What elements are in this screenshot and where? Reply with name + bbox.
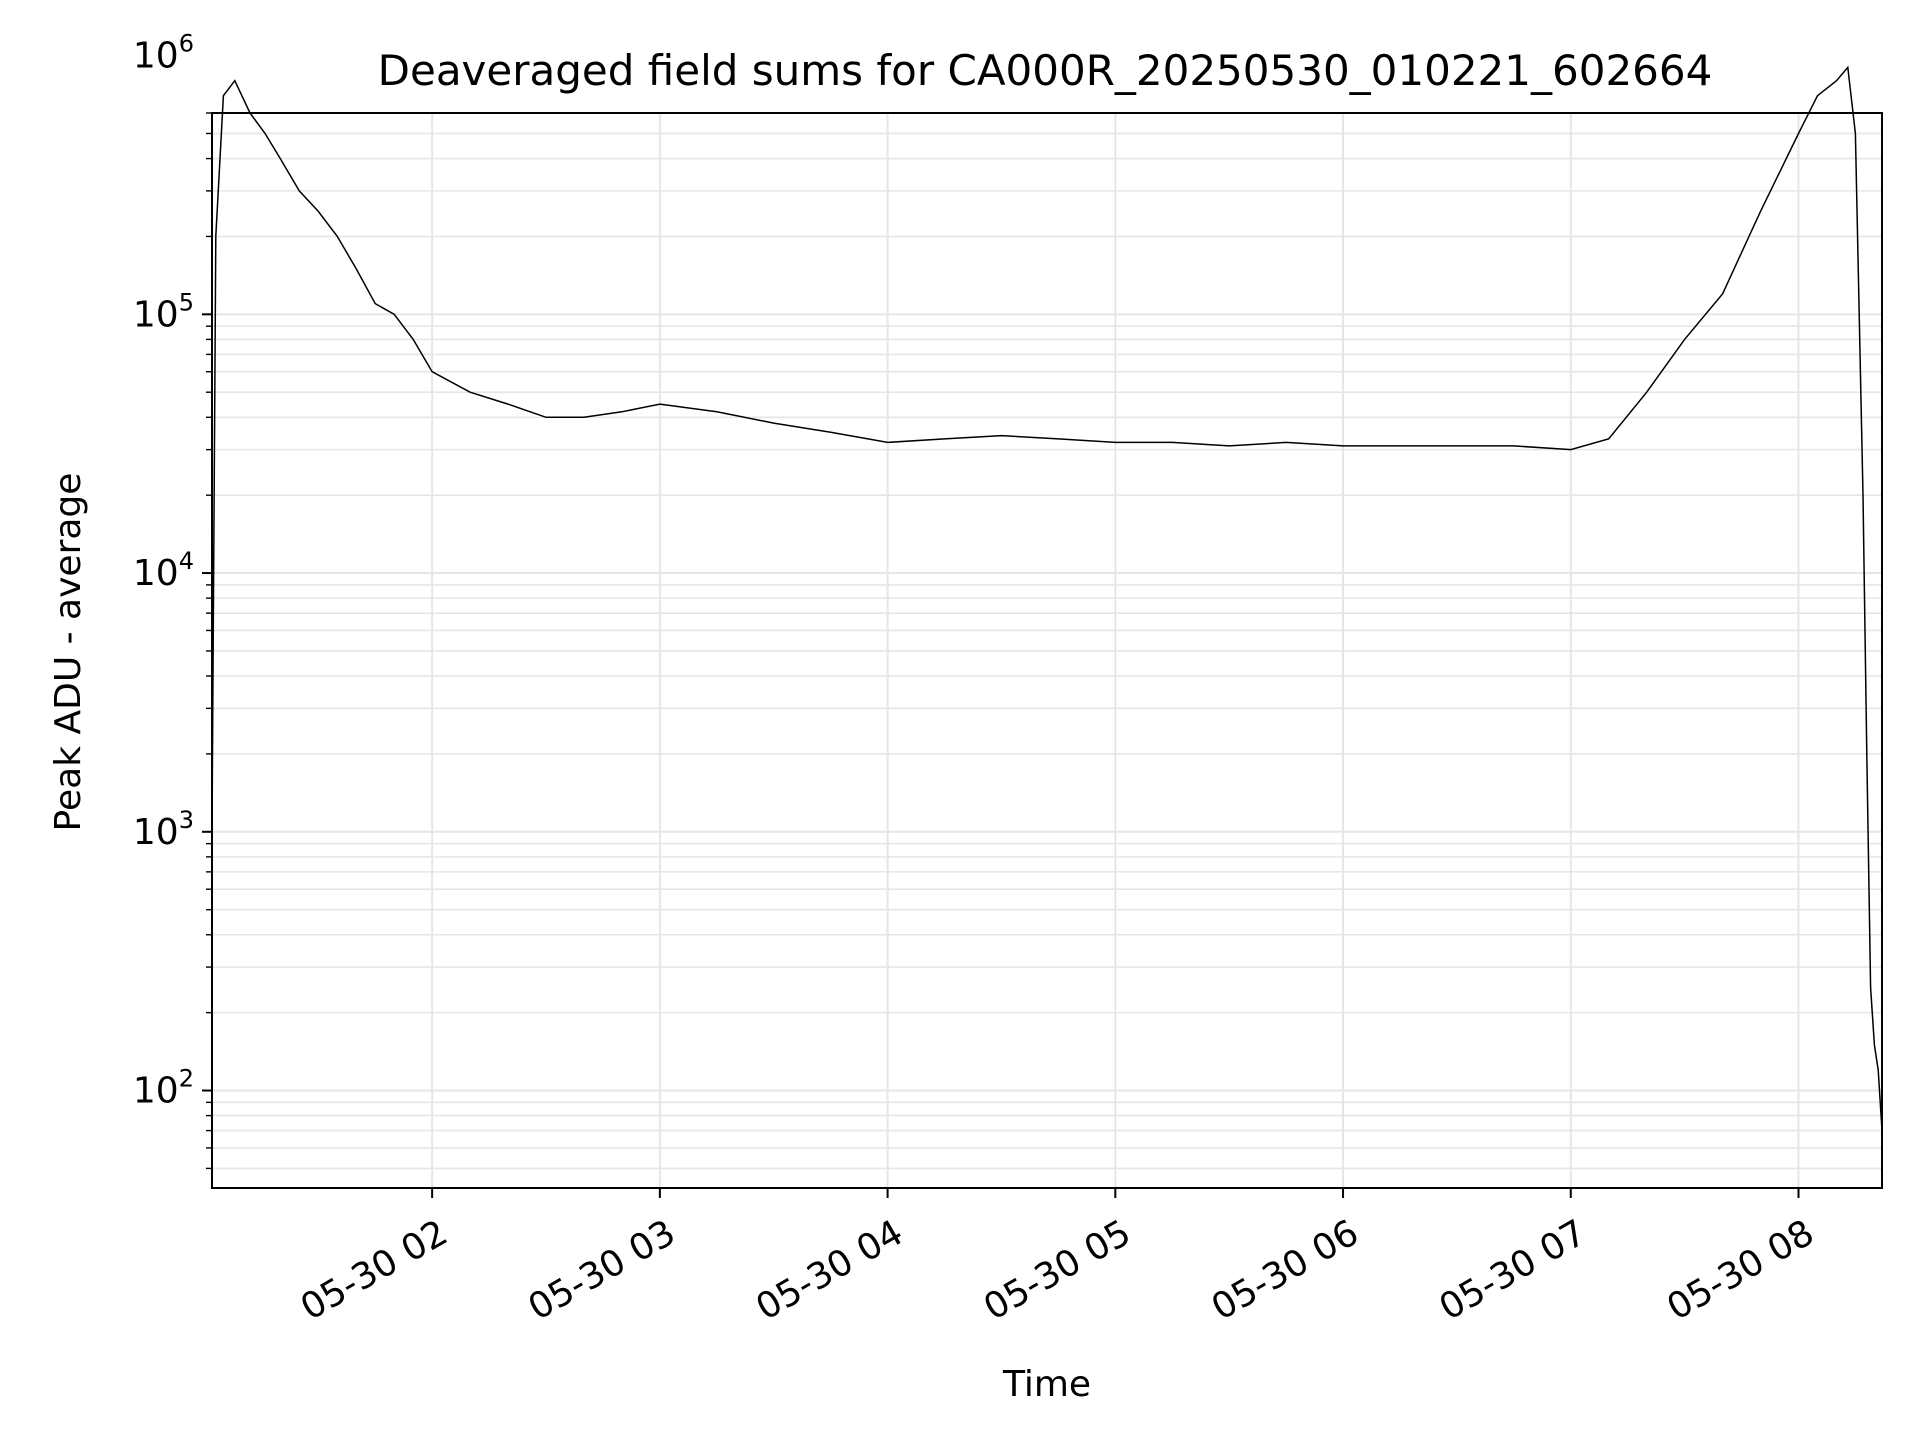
series-line: [211, 65, 1883, 1131]
y-tick-label: 105: [133, 288, 194, 335]
y-axis-label: Peak ADU - average: [48, 473, 89, 832]
y-tick-label: 102: [133, 1065, 194, 1112]
y-tick-label: 104: [133, 547, 194, 594]
chart-title: Deaveraged field sums for CA000R_2025053…: [378, 46, 1713, 95]
y-axis: 102 103 104 105 106: [133, 30, 212, 1170]
x-axis-label: Time: [1002, 1364, 1091, 1405]
y-tick-label: 106: [133, 30, 194, 77]
series-layer: [211, 65, 1883, 1131]
y-tick-label: 103: [133, 806, 194, 853]
